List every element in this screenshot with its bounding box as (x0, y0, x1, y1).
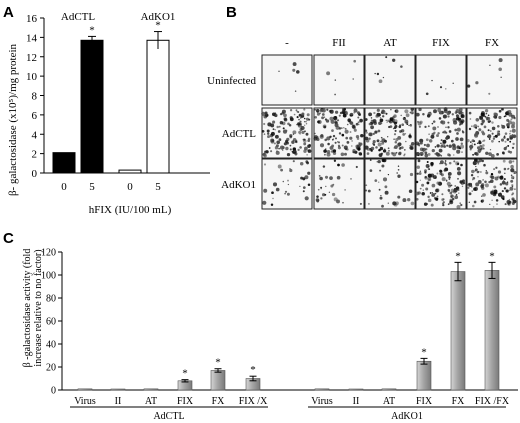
panel-a-bar (52, 152, 76, 174)
panel-c-x-tick-label: FX (212, 396, 226, 407)
panel-b-micrograph (415, 54, 467, 106)
panel-b-micrograph (313, 54, 365, 106)
panel-c-x-tick-label: Virus (311, 396, 333, 407)
panel-b-micrograph (313, 158, 365, 210)
panel-c-y-tick-label: 0 (51, 386, 56, 397)
panel-c-bar (484, 270, 500, 391)
panel-a-x-tick-label: 0 (61, 181, 67, 193)
panel-a-bar (146, 39, 170, 174)
panel-c-bar (381, 388, 397, 391)
panel-c-significance-mark: * (421, 346, 427, 358)
panel-c-y-axis-label: β -galactosidase activity (foldincrease … (22, 249, 44, 368)
panel-c-letter: C (3, 230, 14, 247)
panel-b-micrograph (261, 107, 313, 159)
panel-b-micrograph (364, 107, 416, 159)
panel-c-bar (77, 388, 93, 391)
panel-c-chart: β -galactosidase activity (foldincrease … (22, 248, 518, 422)
panel-b-row-label: AdCTL (222, 128, 257, 140)
panel-c-bar (348, 388, 364, 391)
panel-a-x-tick-label: 5 (155, 181, 161, 193)
panel-b-micrograph (415, 107, 467, 159)
panel-c-y-tick-label: 60 (46, 317, 56, 328)
panel-c-x-tick-label: FIX (177, 396, 194, 407)
panel-a-significance-mark: * (155, 20, 161, 32)
panel-c-x-tick-label: II (353, 396, 360, 407)
panel-c-group-label: AdKO1 (391, 411, 423, 422)
panel-c-x-tick-label: FX (452, 396, 466, 407)
panel-a-y-tick-label: 14 (26, 32, 38, 44)
panel-a-y-tick-label: 10 (26, 71, 38, 83)
panel-c-x-tick-label: FIX /FX (475, 396, 510, 407)
panel-b-row-label: AdKO1 (221, 179, 256, 191)
panel-a-y-tick-label: 2 (32, 149, 38, 161)
panel-c-y-tick-label: 100 (41, 271, 56, 282)
panel-c-significance-mark: * (489, 250, 495, 262)
panel-c-x-tick-label: AT (145, 396, 157, 407)
panel-b-micrograph (466, 107, 518, 159)
panel-c-y-tick-label: 120 (41, 248, 56, 259)
panel-a-bar (118, 169, 142, 174)
panel-a-bar (80, 39, 104, 174)
panel-b-column-label: FX (485, 37, 499, 49)
panel-a-group-label-adctl: AdCTL (61, 11, 96, 23)
panel-b-row-label: Uninfected (207, 75, 256, 87)
panel-c-bar (416, 360, 432, 391)
panel-a-x-axis-label: hFIX (IU/100 mL) (89, 204, 172, 216)
panel-c-significance-mark: * (250, 364, 256, 376)
panel-c-x-tick-label: FIX (416, 396, 433, 407)
panel-b-column-label: - (285, 37, 289, 49)
panel-c-group-label: AdCTL (153, 411, 184, 422)
panel-a-y-tick-label: 16 (26, 13, 38, 25)
panel-b-micrograph (415, 158, 467, 210)
panel-a-y-tick-label: 12 (26, 52, 37, 64)
panel-c-x-tick-label: II (115, 396, 122, 407)
panel-b-column-label: FIX (432, 37, 450, 49)
panel-a-y-axis-label: β- galactosidase (x10⁵)/mg protein (7, 43, 19, 196)
panel-c-bar (110, 388, 126, 391)
panel-c-significance-mark: * (215, 357, 221, 369)
panel-a-x-tick-label: 5 (89, 181, 95, 193)
panel-c-y-tick-label: 80 (46, 294, 56, 305)
panel-b-micrograph (261, 54, 313, 106)
panel-c-significance-mark: * (182, 368, 188, 380)
panel-b-micrograph (364, 54, 416, 106)
panel-b-image-grid: - FII AT FIX FX Uninfected AdCTL AdKO1 (207, 37, 518, 210)
panel-c-x-tick-label: AT (383, 396, 395, 407)
panel-c-y-tick-label: 40 (46, 340, 56, 351)
panel-c-bar (143, 388, 159, 391)
panel-a-group-label-adko1: AdKO1 (141, 11, 176, 23)
panel-c-x-tick-label: FIX /X (239, 396, 268, 407)
panel-b-column-label: AT (383, 37, 397, 49)
panel-a-chart: β- galactosidase (x10⁵)/mg protein hFIX … (7, 11, 210, 216)
panel-c-x-tick-label: Virus (74, 396, 96, 407)
panel-c-bar (314, 388, 330, 391)
panel-c-significance-mark: * (455, 250, 461, 262)
panel-a-x-tick-label: 0 (127, 181, 133, 193)
panel-a-y-tick-label: 0 (32, 168, 38, 180)
panel-c-bar (450, 271, 466, 391)
panel-b-micrograph (313, 107, 365, 159)
panel-b-micrograph (466, 54, 518, 106)
panel-a-significance-mark: * (89, 24, 95, 36)
panel-b-letter: B (226, 4, 237, 21)
panel-c-bar (210, 370, 226, 391)
panel-b-column-label: FII (332, 37, 346, 49)
panel-a-letter: A (3, 4, 14, 21)
panel-a-y-tick-label: 6 (32, 110, 38, 122)
panel-b-micrograph (364, 158, 416, 210)
panel-b-micrograph (466, 158, 518, 210)
panel-a-y-tick-label: 4 (32, 129, 38, 141)
panel-a-y-tick-label: 8 (32, 91, 38, 103)
panel-b-micrograph (261, 158, 313, 210)
panel-c-y-tick-label: 20 (46, 363, 56, 374)
